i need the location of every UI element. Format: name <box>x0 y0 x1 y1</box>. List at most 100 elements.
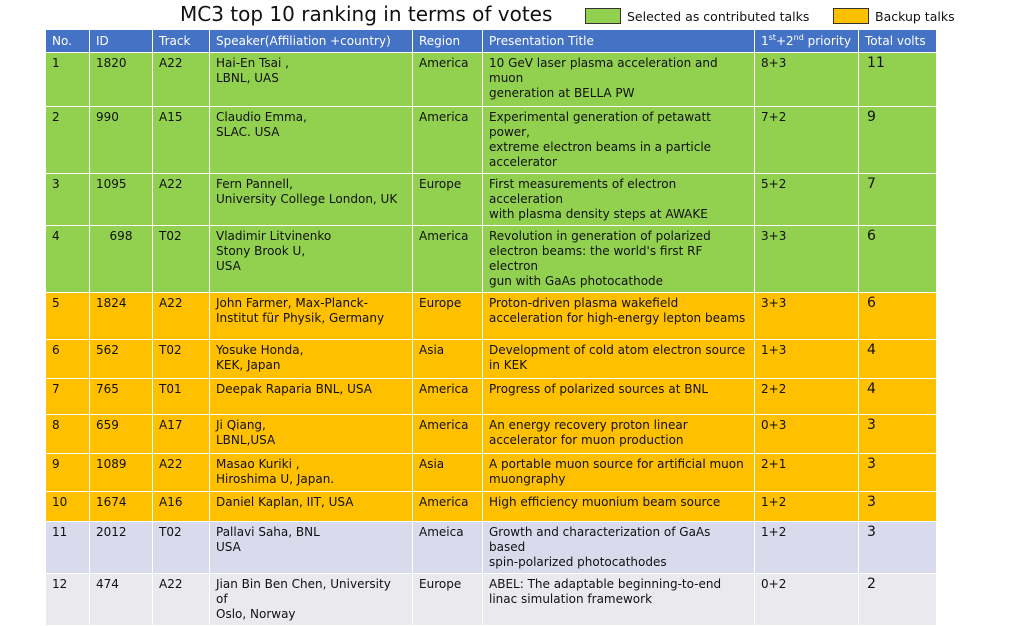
cell-line: USA <box>216 540 241 554</box>
cell-line: Vladimir Litvinenko <box>216 229 332 243</box>
cell-id: 990 <box>89 106 153 174</box>
table-row: 7 765 T01 Deepak Raparia BNL, USA America Pro… <box>45 378 937 415</box>
cell-priority: 2+2 <box>754 378 859 415</box>
cell-line: Growth and characterization of GaAs base… <box>489 525 711 554</box>
cell-line: High efficiency muonium beam source <box>489 495 721 509</box>
table-row: 3 1095 A22 Fern Pannell, University College … <box>45 173 937 226</box>
cell-line: Fern Pannell, <box>216 177 293 191</box>
cell-title: A portable muon source for artificial mu… <box>482 453 755 492</box>
cell-line: accelerator for muon production <box>489 433 684 447</box>
cell-no: 7 <box>45 378 90 415</box>
cell-speaker: Vladimir Litvinenko Stony Brook U, USA <box>209 225 413 293</box>
cell-line: Proton-driven plasma wakefield <box>489 296 679 310</box>
cell-speaker: Jian Bin Ben Chen, University of Oslo, No… <box>209 573 413 626</box>
cell-title: 10 GeV laser plasma acceleration and muo… <box>482 52 755 107</box>
cell-speaker: Deepak Raparia BNL, USA <box>209 378 413 415</box>
cell-id: 1089 <box>89 453 153 492</box>
cell-line: Deepak Raparia BNL, USA <box>216 382 372 396</box>
cell-priority: 1+2 <box>754 521 859 574</box>
cell-line: USA <box>216 259 241 273</box>
col-header-no: No. <box>45 29 90 53</box>
cell-title: Revolution in generation of polarized ele… <box>482 225 755 293</box>
col-header-title: Presentation Title <box>482 29 755 53</box>
cell-line: KEK, Japan <box>216 358 281 372</box>
table-row: 6 562 T02 Yosuke Honda, KEK, Japan Asia Develo… <box>45 339 937 379</box>
cell-line: acceleration for high-energy lepton beam… <box>489 311 746 325</box>
cell-no: 5 <box>45 292 90 340</box>
cell-title: Development of cold atom electron source… <box>482 339 755 379</box>
priority-sup-1: st <box>768 33 776 42</box>
cell-region: America <box>412 52 483 107</box>
cell-track: A17 <box>152 414 210 454</box>
cell-title: Growth and characterization of GaAs base… <box>482 521 755 574</box>
cell-line: John Farmer, Max-Planck- <box>216 296 368 310</box>
cell-id: 1820 <box>89 52 153 107</box>
cell-priority: 8+3 <box>754 52 859 107</box>
cell-title: Experimental generation of petawatt powe… <box>482 106 755 174</box>
cell-region: Europe <box>412 292 483 340</box>
cell-title: An energy recovery proton linear accelera… <box>482 414 755 454</box>
cell-region: America <box>412 378 483 415</box>
cell-region: Europe <box>412 573 483 626</box>
cell-track: T01 <box>152 378 210 415</box>
cell-line: Hai-En Tsai , <box>216 56 289 70</box>
cell-track: T02 <box>152 521 210 574</box>
cell-volts: 3 <box>858 521 937 574</box>
cell-no: 12 <box>45 573 90 626</box>
table-row: 2 990 A15 Claudio Emma, SLAC. USA America Expe… <box>45 106 937 174</box>
cell-line: extreme electron beams in a particle <box>489 140 712 154</box>
cell-volts: 7 <box>858 173 937 226</box>
cell-speaker: Daniel Kaplan, IIT, USA <box>209 491 413 522</box>
table-row: 11 2012 T02 Pallavi Saha, BNL USA Ameica Growt… <box>45 521 937 574</box>
table-row: 10 1674 A16 Daniel Kaplan, IIT, USA America H… <box>45 491 937 522</box>
cell-volts: 6 <box>858 292 937 340</box>
cell-id: 765 <box>89 378 153 415</box>
cell-volts: 11 <box>858 52 937 107</box>
cell-id: 562 <box>89 339 153 379</box>
cell-title: Progress of polarized sources at BNL <box>482 378 755 415</box>
cell-volts: 3 <box>858 414 937 454</box>
cell-line: Ji Qiang, <box>216 418 266 432</box>
cell-line: Daniel Kaplan, IIT, USA <box>216 495 354 509</box>
cell-line: spin-polarized photocathodes <box>489 555 667 569</box>
ranking-table: No. ID Track Speaker(Affiliation +countr… <box>45 29 937 626</box>
cell-no: 8 <box>45 414 90 454</box>
cell-track: T02 <box>152 339 210 379</box>
table-row: 5 1824 A22 John Farmer, Max-Planck- Institut… <box>45 292 937 340</box>
header-row: No. ID Track Speaker(Affiliation +countr… <box>45 29 937 53</box>
cell-volts: 9 <box>858 106 937 174</box>
cell-id: 1674 <box>89 491 153 522</box>
cell-line: accelerator <box>489 155 557 169</box>
cell-region: America <box>412 414 483 454</box>
cell-line: An energy recovery proton linear <box>489 418 688 432</box>
cell-track: T02 <box>152 225 210 293</box>
cell-region: America <box>412 491 483 522</box>
cell-region: America <box>412 225 483 293</box>
cell-no: 2 <box>45 106 90 174</box>
cell-track: A15 <box>152 106 210 174</box>
cell-line: Jian Bin Ben Chen, University of <box>216 577 391 606</box>
cell-priority: 1+2 <box>754 491 859 522</box>
cell-volts: 4 <box>858 378 937 415</box>
cell-line: SLAC. USA <box>216 125 280 139</box>
table-row: 1 1820 A22 Hai-En Tsai , LBNL, UAS America 10 … <box>45 52 937 107</box>
cell-speaker: Masao Kuriki , Hiroshima U, Japan. <box>209 453 413 492</box>
cell-priority: 2+1 <box>754 453 859 492</box>
col-header-id: ID <box>89 29 153 53</box>
cell-priority: 0+2 <box>754 573 859 626</box>
cell-speaker: John Farmer, Max-Planck- Institut für Phy… <box>209 292 413 340</box>
cell-track: A22 <box>152 453 210 492</box>
cell-no: 1 <box>45 52 90 107</box>
cell-priority: 7+2 <box>754 106 859 174</box>
cell-title: ABEL: The adaptable beginning-to-end lina… <box>482 573 755 626</box>
cell-line: Development of cold atom electron source <box>489 343 746 357</box>
col-header-priority: 1st+2nd priority <box>754 29 859 53</box>
cell-region: Europe <box>412 173 483 226</box>
cell-line: Oslo, Norway <box>216 607 296 621</box>
cell-line: LBNL,USA <box>216 433 276 447</box>
col-header-volts: Total volts <box>858 29 937 53</box>
cell-speaker: Hai-En Tsai , LBNL, UAS <box>209 52 413 107</box>
cell-priority: 5+2 <box>754 173 859 226</box>
cell-line: Progress of polarized sources at BNL <box>489 382 709 396</box>
legend: Selected as contributed talks Backup tal… <box>585 8 965 26</box>
